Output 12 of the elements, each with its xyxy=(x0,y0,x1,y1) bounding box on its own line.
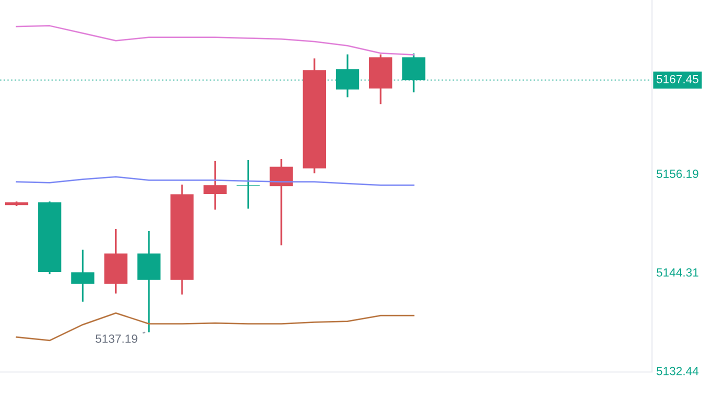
y-tick-label: 5144.31 xyxy=(656,268,698,277)
annotation: 5137.19 xyxy=(96,334,138,343)
candlestick xyxy=(204,160,227,210)
line-series xyxy=(16,25,414,56)
candlestick xyxy=(270,159,293,246)
candlestick xyxy=(71,250,94,302)
candlestick xyxy=(336,54,360,98)
line-series xyxy=(16,312,414,342)
y-tick-label: 5132.44 xyxy=(656,366,698,376)
candlestick xyxy=(402,53,426,92)
ref-line-label: 5167.45 xyxy=(656,74,698,84)
y-tick-label: 5156.19 xyxy=(656,170,698,178)
